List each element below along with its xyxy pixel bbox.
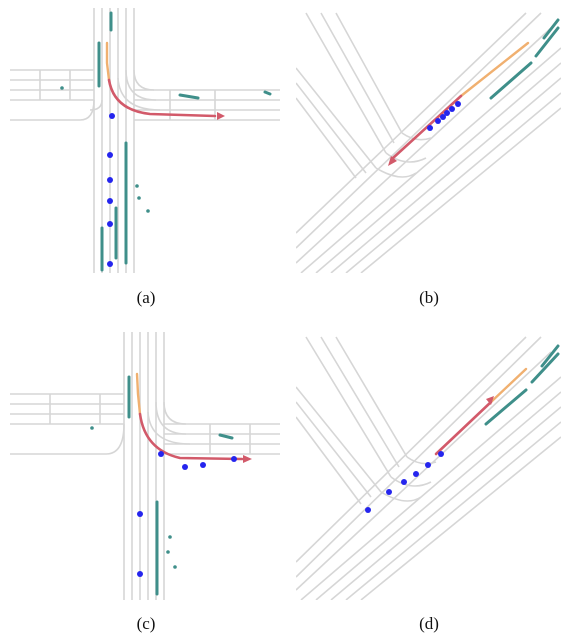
surrounding-agents xyxy=(484,344,560,426)
predicted-trajectory xyxy=(138,412,244,461)
panel-c xyxy=(10,332,280,600)
predicted-trajectory xyxy=(107,78,217,118)
surrounding-agents xyxy=(489,18,560,100)
caption-a: (a) xyxy=(136,288,156,307)
prediction-arrowhead xyxy=(388,156,397,166)
lane-network xyxy=(296,336,561,600)
prediction-arrowhead xyxy=(486,396,494,405)
waypoints xyxy=(107,113,115,267)
waypoints xyxy=(365,451,444,513)
panel-a xyxy=(10,8,280,273)
waypoints xyxy=(137,451,237,577)
surrounding-agents xyxy=(60,11,272,272)
panel-d xyxy=(296,332,561,600)
prediction-arrowhead xyxy=(243,455,252,463)
history-trajectory xyxy=(459,41,530,98)
history-trajectory xyxy=(105,41,111,82)
history-trajectory xyxy=(489,367,528,404)
map-a xyxy=(10,8,280,273)
caption-c: (c) xyxy=(136,614,156,633)
predicted-trajectory xyxy=(434,400,493,456)
waypoints xyxy=(427,101,461,131)
predicted-trajectory xyxy=(391,94,463,160)
history-trajectory xyxy=(135,372,142,416)
prediction-arrowhead xyxy=(217,112,225,120)
map-c xyxy=(10,332,280,600)
caption-d: (d) xyxy=(419,614,439,633)
surrounding-agents xyxy=(90,375,234,596)
caption-b: (b) xyxy=(419,288,439,307)
map-d xyxy=(296,336,561,600)
lane-network xyxy=(10,332,280,600)
lane-network xyxy=(296,12,561,273)
lane-network xyxy=(10,8,280,273)
panel-b xyxy=(296,8,561,273)
map-b xyxy=(296,12,561,273)
